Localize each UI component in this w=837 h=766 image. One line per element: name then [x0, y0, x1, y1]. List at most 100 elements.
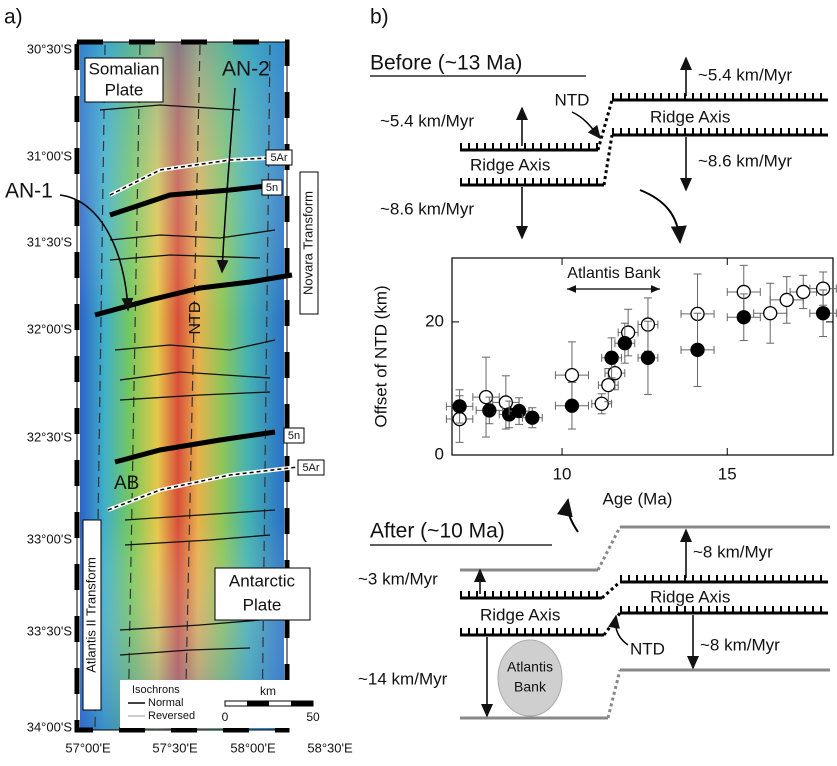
- bank-label: Bank: [514, 679, 547, 695]
- map-label: Novara Transform: [300, 191, 315, 295]
- lat-labels: 30°30'S 31°00'S 31°30'S 32°00'S 32°30'S …: [27, 41, 73, 734]
- data-point: [763, 306, 778, 321]
- x-axis-label: Age (Ma): [603, 489, 673, 508]
- data-point: [511, 403, 527, 419]
- lat-label: 31°00'S: [27, 148, 73, 163]
- after-diagram: [460, 498, 830, 720]
- data-point: [525, 410, 540, 425]
- bank-label: Atlantis: [507, 659, 553, 675]
- map-label: 5n: [266, 182, 278, 194]
- map-label: Atlantis II Transform: [83, 557, 98, 673]
- data-point: [815, 306, 831, 321]
- label-box: [214, 567, 311, 621]
- lon-label: 57°00'E: [65, 740, 111, 755]
- lat-label: 32°00'S: [27, 321, 73, 336]
- lat-label: 33°30'S: [27, 623, 73, 638]
- rate-label: ~8.6 km/Myr: [380, 199, 474, 218]
- label-box: [297, 459, 325, 476]
- label-box: [265, 149, 293, 166]
- legend-label: Normal: [148, 697, 183, 709]
- rate-label: ~5.4 km/Myr: [380, 111, 474, 130]
- data-point: [617, 336, 632, 351]
- rate-label: ~3 km/Myr: [358, 569, 438, 588]
- label-box: [299, 171, 319, 315]
- ridge-label: Ridge Axis: [650, 107, 730, 126]
- isochron-5n: [114, 429, 276, 465]
- lat-label: 30°30'S: [27, 41, 73, 56]
- data-point: [564, 367, 580, 383]
- data-point: [736, 310, 751, 325]
- annotation: Atlantis Bank: [567, 265, 661, 282]
- scale-label: km: [260, 684, 276, 698]
- map-frame: [76, 41, 288, 731]
- data-point: [482, 403, 497, 418]
- ntd-label: NTD: [555, 90, 590, 109]
- rate-label: ~14 km/Myr: [358, 669, 448, 688]
- panel-label: b): [370, 6, 389, 29]
- map-label: AB: [114, 473, 139, 494]
- scale-label: 0: [222, 710, 229, 724]
- lon-label: 58°30'E: [307, 740, 353, 755]
- panel-b: b) Before (~13 Ma) ~5.4 km/Myr ~5.4 km/M…: [358, 6, 837, 720]
- rate-label: ~5.4 km/Myr: [698, 65, 792, 84]
- map-label: 5Ar: [302, 462, 319, 474]
- y-axis-label: Offset of NTD (km): [371, 285, 390, 427]
- data-point: [564, 398, 580, 413]
- map-label: AN-2: [222, 58, 270, 81]
- ntd-label: NTD: [630, 639, 665, 658]
- data-point: [498, 395, 514, 410]
- rate-label: ~8 km/Myr: [693, 542, 773, 561]
- scale-label: 50: [306, 710, 320, 724]
- map-label: 5Ar: [270, 152, 287, 164]
- map-label: NTD: [187, 302, 204, 335]
- legend-title: Isochrons: [132, 684, 180, 696]
- scale-bar: [291, 701, 313, 706]
- lat-label: 34°00'S: [27, 719, 73, 734]
- ridge-label: Ridge Axis: [470, 155, 550, 174]
- lat-label: 32°30'S: [27, 429, 73, 444]
- diagram-title: After (~10 Ma): [370, 520, 505, 543]
- offset-chart: 0 20 10 15 Age (Ma) Offset of NTD (km) Atlanti…: [371, 257, 837, 508]
- data-point: [594, 396, 609, 411]
- lon-label: 57°30'E: [152, 740, 198, 755]
- lat-label: 33°00'S: [27, 531, 73, 546]
- data-point: [690, 342, 705, 357]
- before-diagram: [460, 56, 828, 244]
- y-tick-label: 20: [425, 311, 444, 330]
- rate-label: ~8.6 km/Myr: [698, 151, 792, 170]
- diagram-title: Before (~13 Ma): [370, 52, 522, 75]
- legend-label: Reversed: [148, 710, 195, 722]
- isochron-5ar: [107, 466, 299, 511]
- x-tick-label: 15: [718, 464, 737, 483]
- isochron-5n: [109, 182, 276, 218]
- label-box: [82, 519, 102, 711]
- y-tick-label: 0: [435, 444, 444, 463]
- data-point: [796, 284, 811, 300]
- data-point: [779, 292, 794, 308]
- lat-label: 31°30'S: [27, 234, 73, 249]
- isochron-lines: [99, 104, 276, 656]
- map-label: Plate: [105, 80, 144, 99]
- data-point: [604, 350, 619, 365]
- x-tick-label: 10: [553, 464, 572, 483]
- an2-arrow: [216, 87, 236, 274]
- data-point: [640, 350, 656, 365]
- an1-arrow: [59, 194, 134, 312]
- data-point: [452, 399, 467, 414]
- map-label: Somalian: [89, 59, 160, 78]
- isochron-5ar: [109, 157, 269, 196]
- ridge-label: Ridge Axis: [650, 587, 730, 606]
- plot-frame: [451, 257, 834, 456]
- ridge-label: Ridge Axis: [480, 605, 560, 624]
- label-box: [261, 179, 283, 196]
- map-label: AN-1: [5, 180, 53, 203]
- label-box: [283, 427, 305, 444]
- map-label: Antarctic: [229, 571, 296, 590]
- panel-label: a): [4, 6, 23, 29]
- panel-a: a) 30°30'S 31°00'S 31°30'S 32°00'S 32°30…: [4, 6, 353, 756]
- rate-label: ~8 km/Myr: [700, 635, 780, 654]
- map-label: Plate: [243, 595, 282, 614]
- lon-label: 58°00'E: [230, 740, 276, 755]
- label-box: [84, 57, 164, 103]
